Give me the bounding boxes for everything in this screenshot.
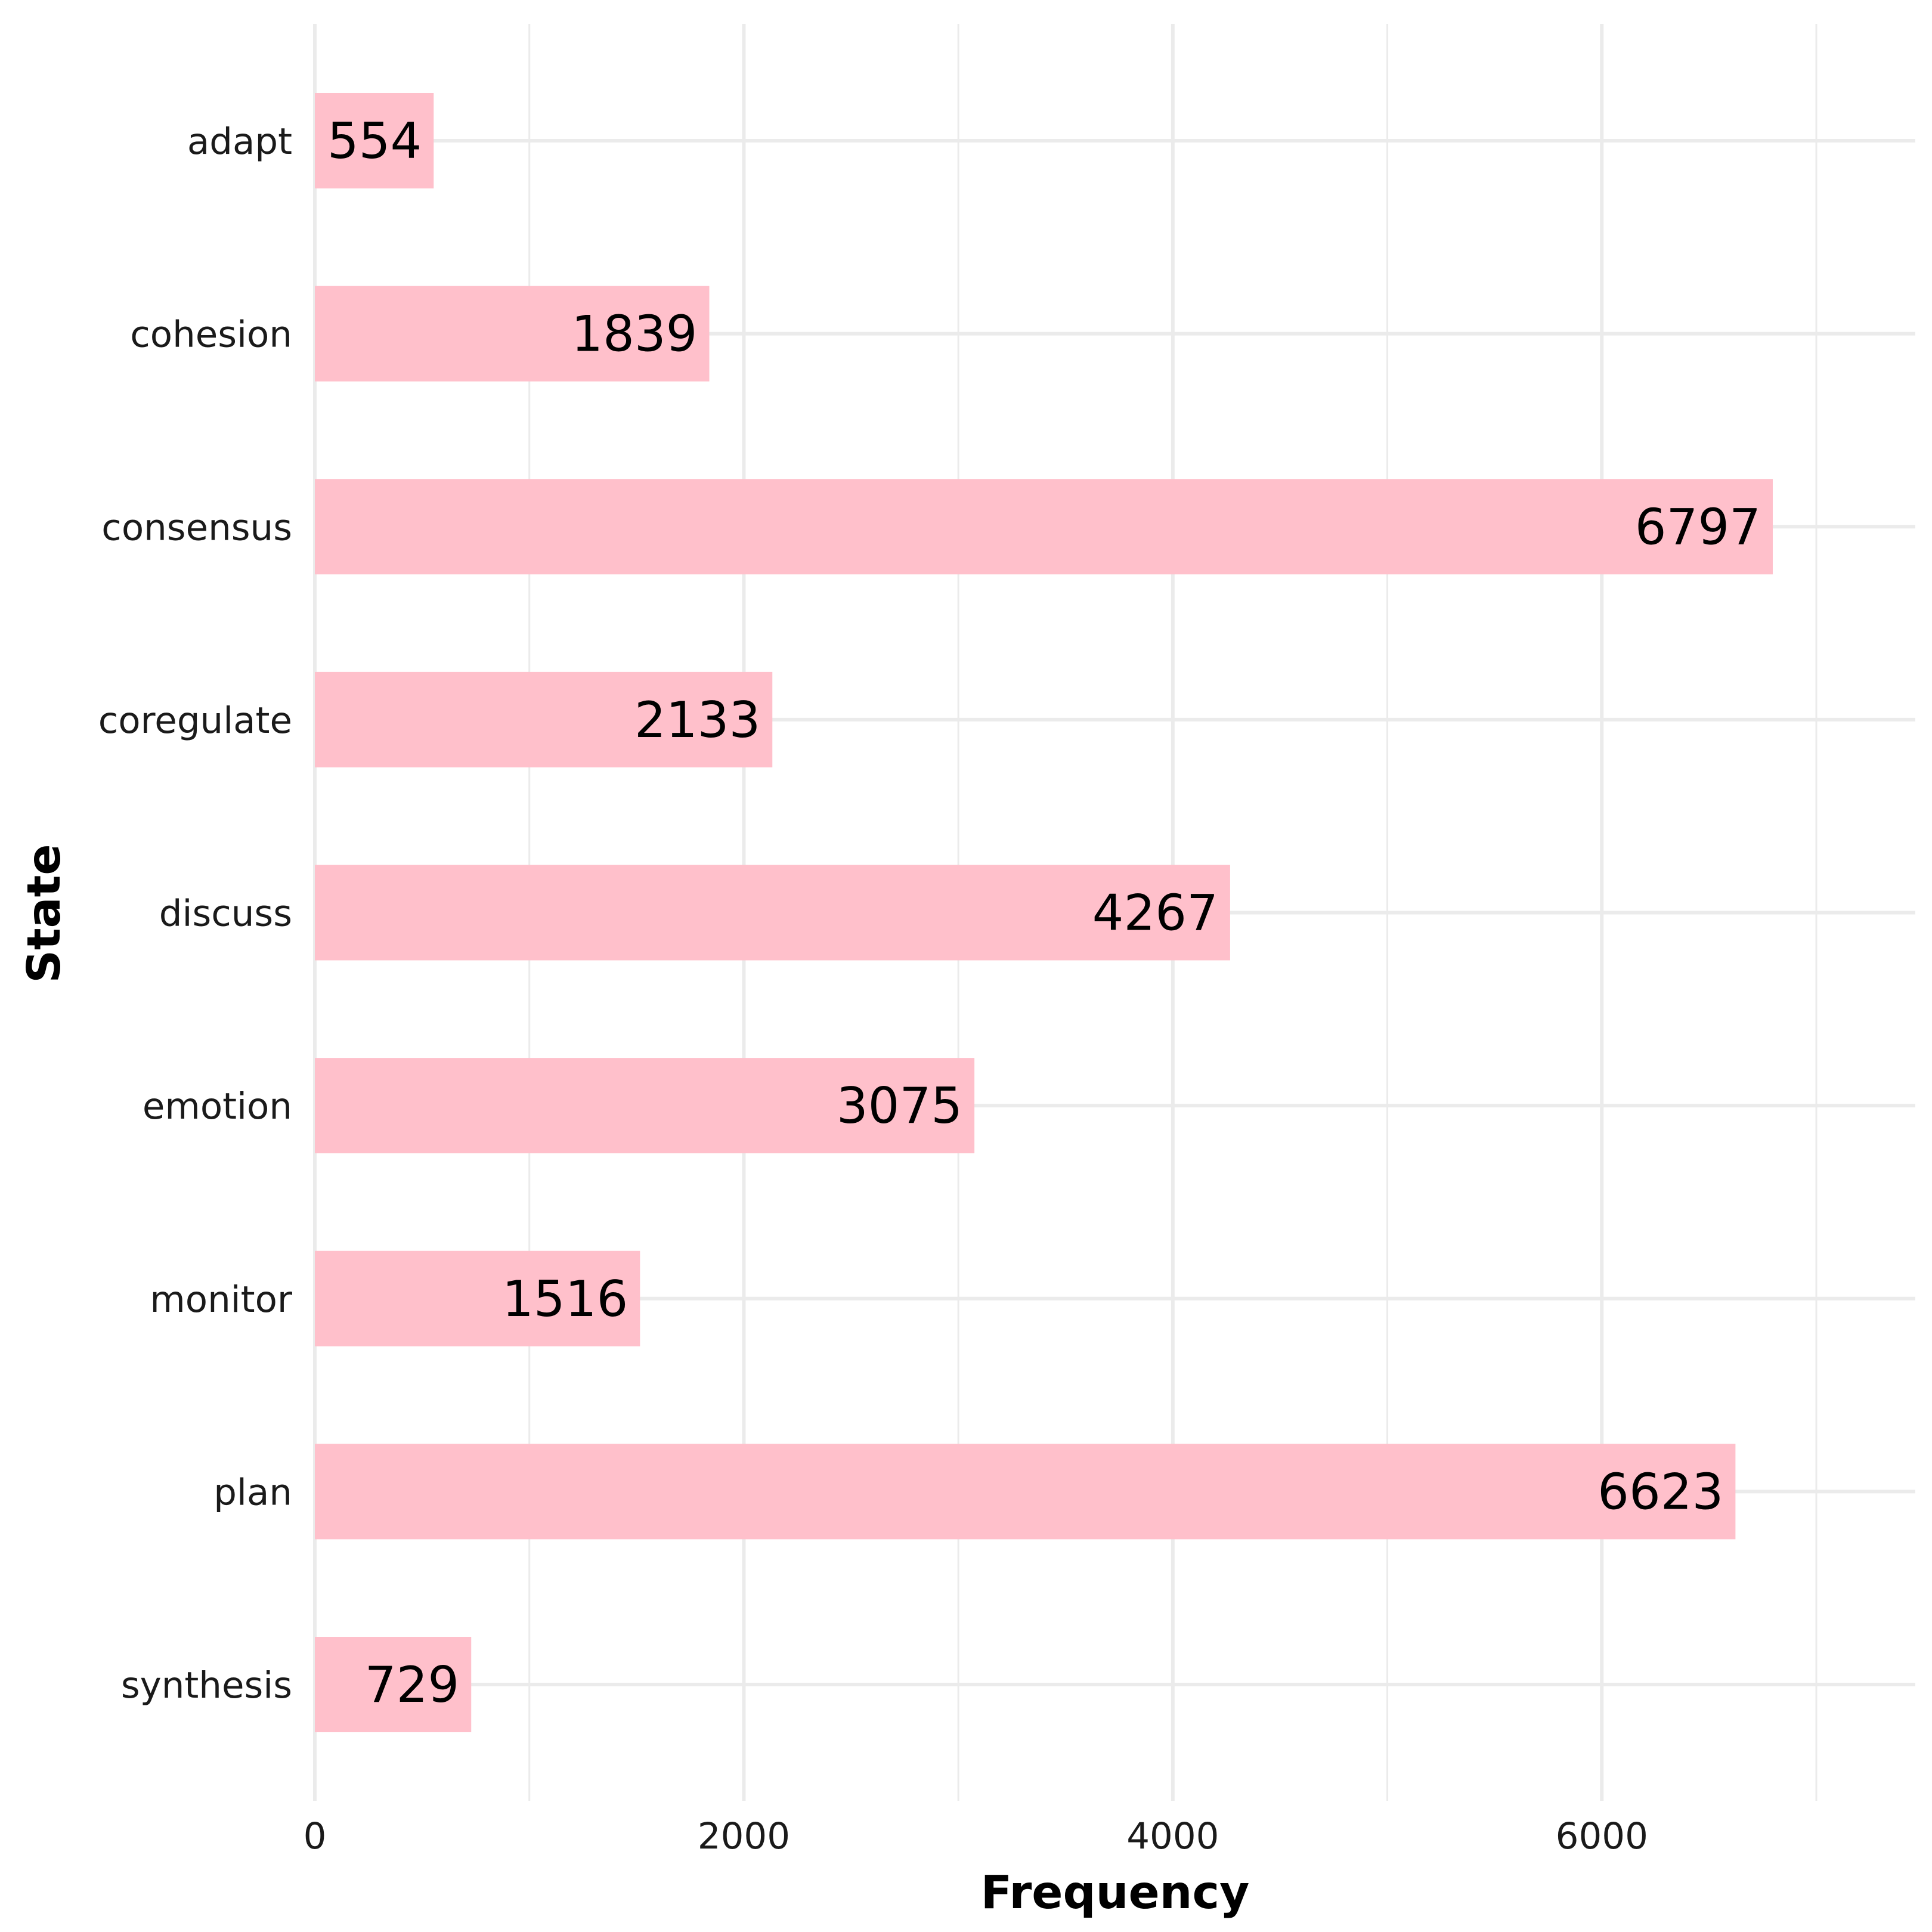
x-tick-labels: 0 2000 4000 6000 [304,1815,1648,1857]
bar-monitor [315,1250,640,1346]
bar-value-label: 3075 [837,1077,962,1135]
x-tick-label: 0 [304,1815,327,1857]
bar-value-label: 6797 [1635,498,1761,556]
bar-emotion [315,1058,975,1154]
y-tick-label: cohesion [130,314,292,356]
bar-adapt [315,93,434,188]
bar-cohesion [315,286,710,382]
bar-coregulate [315,671,773,767]
bar-plan [315,1444,1736,1540]
x-tick-label: 2000 [698,1815,790,1857]
bars [315,93,1773,1732]
x-axis-title: Frequency [981,1866,1250,1919]
x-tick-label: 6000 [1556,1815,1648,1857]
bar-value-label: 1516 [502,1270,628,1328]
bar-value-labels: 554 1839 6797 2133 4267 3075 1516 6623 729 [327,112,1761,1714]
y-tick-label: coregulate [98,699,292,742]
y-axis-title: State [18,844,71,983]
bar-synthesis [315,1637,472,1732]
y-tick-label: plan [213,1471,292,1513]
bar-value-label: 554 [327,112,422,170]
y-tick-label: emotion [143,1085,292,1128]
bar-value-label: 729 [365,1656,459,1714]
y-tick-label: synthesis [121,1664,292,1707]
bar-value-label: 6623 [1597,1463,1723,1521]
bar-consensus [315,479,1773,575]
y-tick-label: adapt [187,120,292,163]
bar-discuss [315,865,1230,961]
y-tick-label: monitor [150,1278,293,1321]
y-tick-label: discuss [159,893,292,935]
y-tick-labels: adapt cohesion consensus coregulate discuss e… [98,120,293,1707]
bar-value-label: 2133 [634,691,760,749]
bar-value-label: 1839 [571,305,697,363]
y-tick-label: consensus [101,506,292,549]
x-tick-label: 4000 [1126,1815,1219,1857]
bar-value-label: 4267 [1092,884,1218,942]
